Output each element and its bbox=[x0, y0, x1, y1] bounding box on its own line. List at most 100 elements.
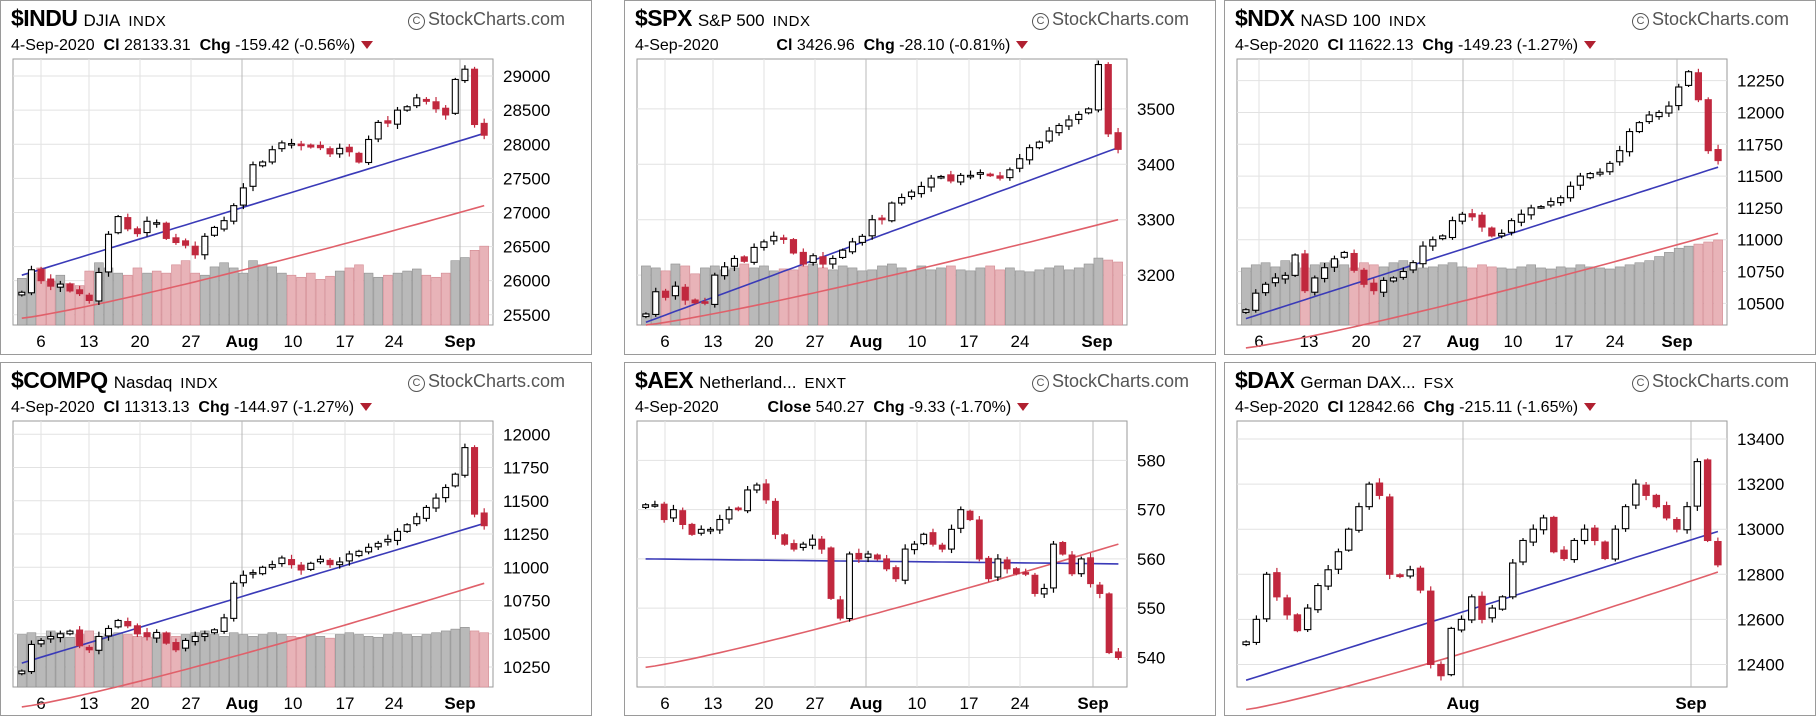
volume-bar bbox=[739, 263, 750, 326]
candle-body bbox=[1547, 200, 1555, 206]
candle-body bbox=[1517, 213, 1525, 223]
candle-body bbox=[911, 543, 918, 551]
plot-area: 12400 12600 12800 13000 13200 13400 Aug Sep bbox=[1236, 420, 1784, 713]
volume-bar bbox=[392, 632, 403, 688]
candle-body bbox=[1694, 72, 1703, 101]
ma-line-blue bbox=[1245, 166, 1719, 320]
volume-bar bbox=[248, 260, 258, 326]
volume-bar bbox=[363, 636, 374, 688]
chart-panel-compq[interactable]: $COMPQ Nasdaq INDX C StockCharts.com 4-Se… bbox=[0, 362, 592, 716]
x-tick-label: 13 bbox=[704, 332, 723, 351]
volume-bar bbox=[229, 267, 239, 326]
candle-body bbox=[355, 550, 363, 557]
candle-body bbox=[937, 175, 945, 179]
candle-body bbox=[1625, 130, 1634, 153]
candle-body bbox=[461, 447, 469, 476]
x-tick-label: 24 bbox=[385, 332, 404, 351]
ma-line-red bbox=[1245, 571, 1719, 711]
volume-bar bbox=[431, 632, 441, 688]
y-tick-label: 11750 bbox=[1737, 135, 1783, 154]
candle-body bbox=[1539, 517, 1548, 531]
volume-bar bbox=[277, 272, 287, 326]
candle-body bbox=[95, 635, 103, 651]
candle-body bbox=[1683, 506, 1691, 531]
candle-body bbox=[947, 174, 955, 182]
y-tick-label: 560 bbox=[1137, 550, 1165, 569]
candle-body bbox=[268, 149, 276, 163]
candle-body bbox=[917, 185, 925, 195]
candle-body bbox=[1693, 461, 1702, 507]
chart-panel-dax[interactable]: $DAX German DAX... FSX C StockCharts.com … bbox=[1224, 362, 1816, 716]
candle-body bbox=[461, 68, 469, 82]
y-tick-label: 28000 bbox=[503, 135, 550, 154]
x-tick-label: 6 bbox=[1254, 332, 1263, 351]
volume-bar bbox=[74, 285, 85, 326]
symbol: $NDX bbox=[1235, 5, 1295, 31]
candle-body bbox=[56, 633, 64, 639]
close-value: 11313.13 bbox=[123, 399, 190, 416]
candle-body bbox=[1096, 584, 1104, 594]
volume-bar bbox=[460, 627, 470, 688]
volume-bar bbox=[1693, 243, 1704, 326]
chg-label: Chg bbox=[199, 37, 231, 54]
candle-body bbox=[422, 98, 430, 102]
chart-panel-aex[interactable]: $AEX Netherland... ENXT C StockCharts.com… bbox=[624, 362, 1216, 716]
volume-bar bbox=[450, 260, 461, 326]
candle-body bbox=[201, 235, 209, 256]
candle-body bbox=[1488, 227, 1496, 237]
down-arrow-icon bbox=[1016, 41, 1029, 49]
candle-body bbox=[1557, 197, 1565, 204]
x-tick-label: 10 bbox=[908, 332, 927, 351]
candle-body bbox=[770, 235, 778, 242]
candle-body bbox=[734, 507, 742, 511]
x-tick-label: 10 bbox=[908, 694, 927, 713]
volume-bar bbox=[55, 274, 66, 326]
volume-bar bbox=[1241, 267, 1251, 326]
volume-bar bbox=[209, 266, 220, 326]
quote-date: 4-Sep-2020 bbox=[635, 399, 719, 416]
candle-body bbox=[1478, 214, 1486, 228]
y-tick-label: 10500 bbox=[1737, 294, 1784, 313]
volume-bar bbox=[965, 270, 976, 326]
volume-bar bbox=[1103, 259, 1114, 326]
volume-bar bbox=[1418, 267, 1428, 326]
chart-panel-spx[interactable]: $SPX S&P 500 INDX C StockCharts.com 4-Sep… bbox=[624, 0, 1216, 355]
chart-panel-indu[interactable]: $INDU DJIA INDX C StockCharts.com 4-Sep-2… bbox=[0, 0, 592, 355]
candle-body bbox=[1355, 506, 1363, 531]
index-name: Nasdaq bbox=[113, 373, 173, 392]
ma-line-red bbox=[645, 218, 1119, 326]
candle-body bbox=[27, 643, 35, 673]
volume-bar bbox=[383, 634, 393, 688]
candle-body bbox=[966, 174, 975, 178]
volume-bar bbox=[1683, 245, 1694, 326]
candle-body bbox=[153, 631, 161, 639]
candle-body bbox=[1570, 539, 1579, 561]
volume-bar bbox=[479, 632, 489, 688]
volume-bar bbox=[17, 278, 27, 326]
candle-body bbox=[855, 552, 863, 560]
volume-bar bbox=[857, 270, 868, 326]
candle-body bbox=[1375, 482, 1384, 496]
chart-panel-ndx[interactable]: $NDX NASD 100 INDX C StockCharts.com 4-Se… bbox=[1224, 0, 1816, 355]
candle-body bbox=[1406, 569, 1414, 577]
volume-bar bbox=[440, 630, 451, 688]
down-arrow-icon bbox=[1017, 403, 1030, 411]
close-value: 540.27 bbox=[815, 399, 865, 416]
candle-body bbox=[249, 572, 257, 575]
volume-bar bbox=[219, 262, 229, 326]
candle-body bbox=[753, 484, 761, 491]
candle-body bbox=[1399, 270, 1407, 278]
volume-bar bbox=[1054, 265, 1064, 326]
volume-bar bbox=[995, 269, 1005, 326]
candle-body bbox=[836, 599, 844, 619]
volume-bar bbox=[1005, 267, 1015, 326]
candle-body bbox=[287, 559, 296, 566]
y-tick-label: 580 bbox=[1137, 451, 1165, 470]
down-arrow-icon bbox=[360, 403, 373, 411]
candle-body bbox=[393, 109, 402, 125]
candle-body bbox=[365, 138, 373, 164]
volume-bar bbox=[354, 264, 364, 326]
volume-bar bbox=[469, 630, 480, 688]
candle-body bbox=[1084, 108, 1093, 114]
candle-body bbox=[1419, 245, 1427, 265]
